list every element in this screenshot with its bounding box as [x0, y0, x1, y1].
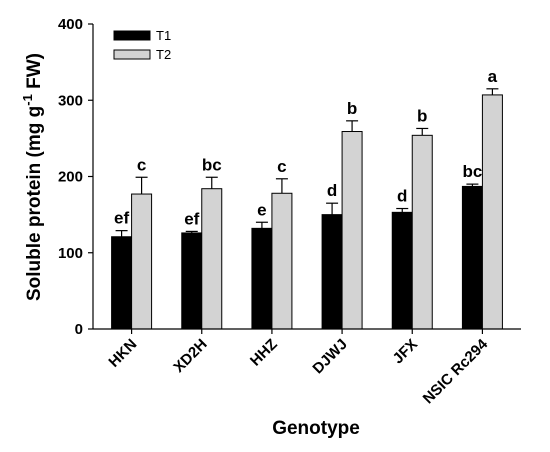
x-axis-title: Genotype	[272, 418, 360, 439]
significance-letter-t1-hkn: ef	[114, 209, 129, 228]
significance-letters-layer: ef c ef bc e c d b d b bc a	[114, 67, 498, 229]
error-bars-layer	[115, 88, 499, 237]
bar-t1-xd2h	[181, 232, 203, 330]
bars-layer	[111, 94, 503, 330]
bar-t1-hhz	[251, 227, 273, 330]
x-tick-label-djwj: DJWJ	[309, 336, 350, 377]
significance-letter-t1-xd2h: ef	[184, 209, 199, 228]
legend-swatch-t2	[113, 49, 151, 60]
y-axis-title-superscript: -1	[20, 94, 35, 106]
x-tick-label-hhz: HHZ	[247, 336, 281, 370]
bar-t1-djwj	[321, 214, 343, 330]
bar-t1-nsic-rc294	[461, 185, 483, 330]
bar-t2-hhz	[271, 192, 293, 330]
y-ticks-layer: 0 100 200 300 400	[58, 16, 93, 338]
bar-t2-hkn	[131, 193, 153, 330]
y-tick-label-300: 300	[58, 92, 83, 109]
legend-label-t1: T1	[156, 28, 171, 43]
legend-label-t2: T2	[156, 47, 171, 62]
significance-letter-t1-nsic-rc294: bc	[462, 162, 482, 181]
y-axis-title-suffix: FW)	[24, 53, 45, 94]
x-tick-label-xd2h: XD2H	[170, 336, 210, 376]
significance-letter-t2-hhz: c	[277, 157, 286, 176]
significance-letter-t2-hkn: c	[137, 155, 146, 174]
bar-t1-hkn	[111, 236, 133, 330]
bar-t1-jfx	[391, 211, 413, 330]
x-tick-label-jfx: JFX	[390, 336, 421, 367]
x-tick-label-hkn: HKN	[105, 336, 140, 371]
y-axis-title: Soluble protein (mg g-1 FW)	[20, 53, 45, 301]
significance-letter-t2-jfx: b	[417, 106, 427, 125]
legend: T1 T2	[113, 28, 171, 62]
significance-letter-t1-djwj: d	[327, 181, 337, 200]
bar-t2-djwj	[341, 131, 363, 330]
y-tick-label-100: 100	[58, 245, 83, 262]
x-tick-label-nsic-rc294: NSIC Rc294	[420, 335, 492, 407]
significance-letter-t2-nsic-rc294: a	[488, 67, 498, 86]
bar-t2-jfx	[411, 134, 433, 330]
legend-swatch-t1	[113, 30, 151, 41]
bar-t2-xd2h	[201, 188, 223, 330]
bar-t2-nsic-rc294	[481, 94, 503, 330]
y-tick-label-200: 200	[58, 169, 83, 186]
y-tick-label-400: 400	[58, 16, 83, 33]
significance-letter-t2-xd2h: bc	[202, 155, 222, 174]
y-tick-label-0: 0	[75, 321, 83, 338]
significance-letter-t1-jfx: d	[397, 187, 407, 206]
significance-letter-t1-hhz: e	[257, 200, 266, 219]
significance-letter-t2-djwj: b	[347, 99, 357, 118]
